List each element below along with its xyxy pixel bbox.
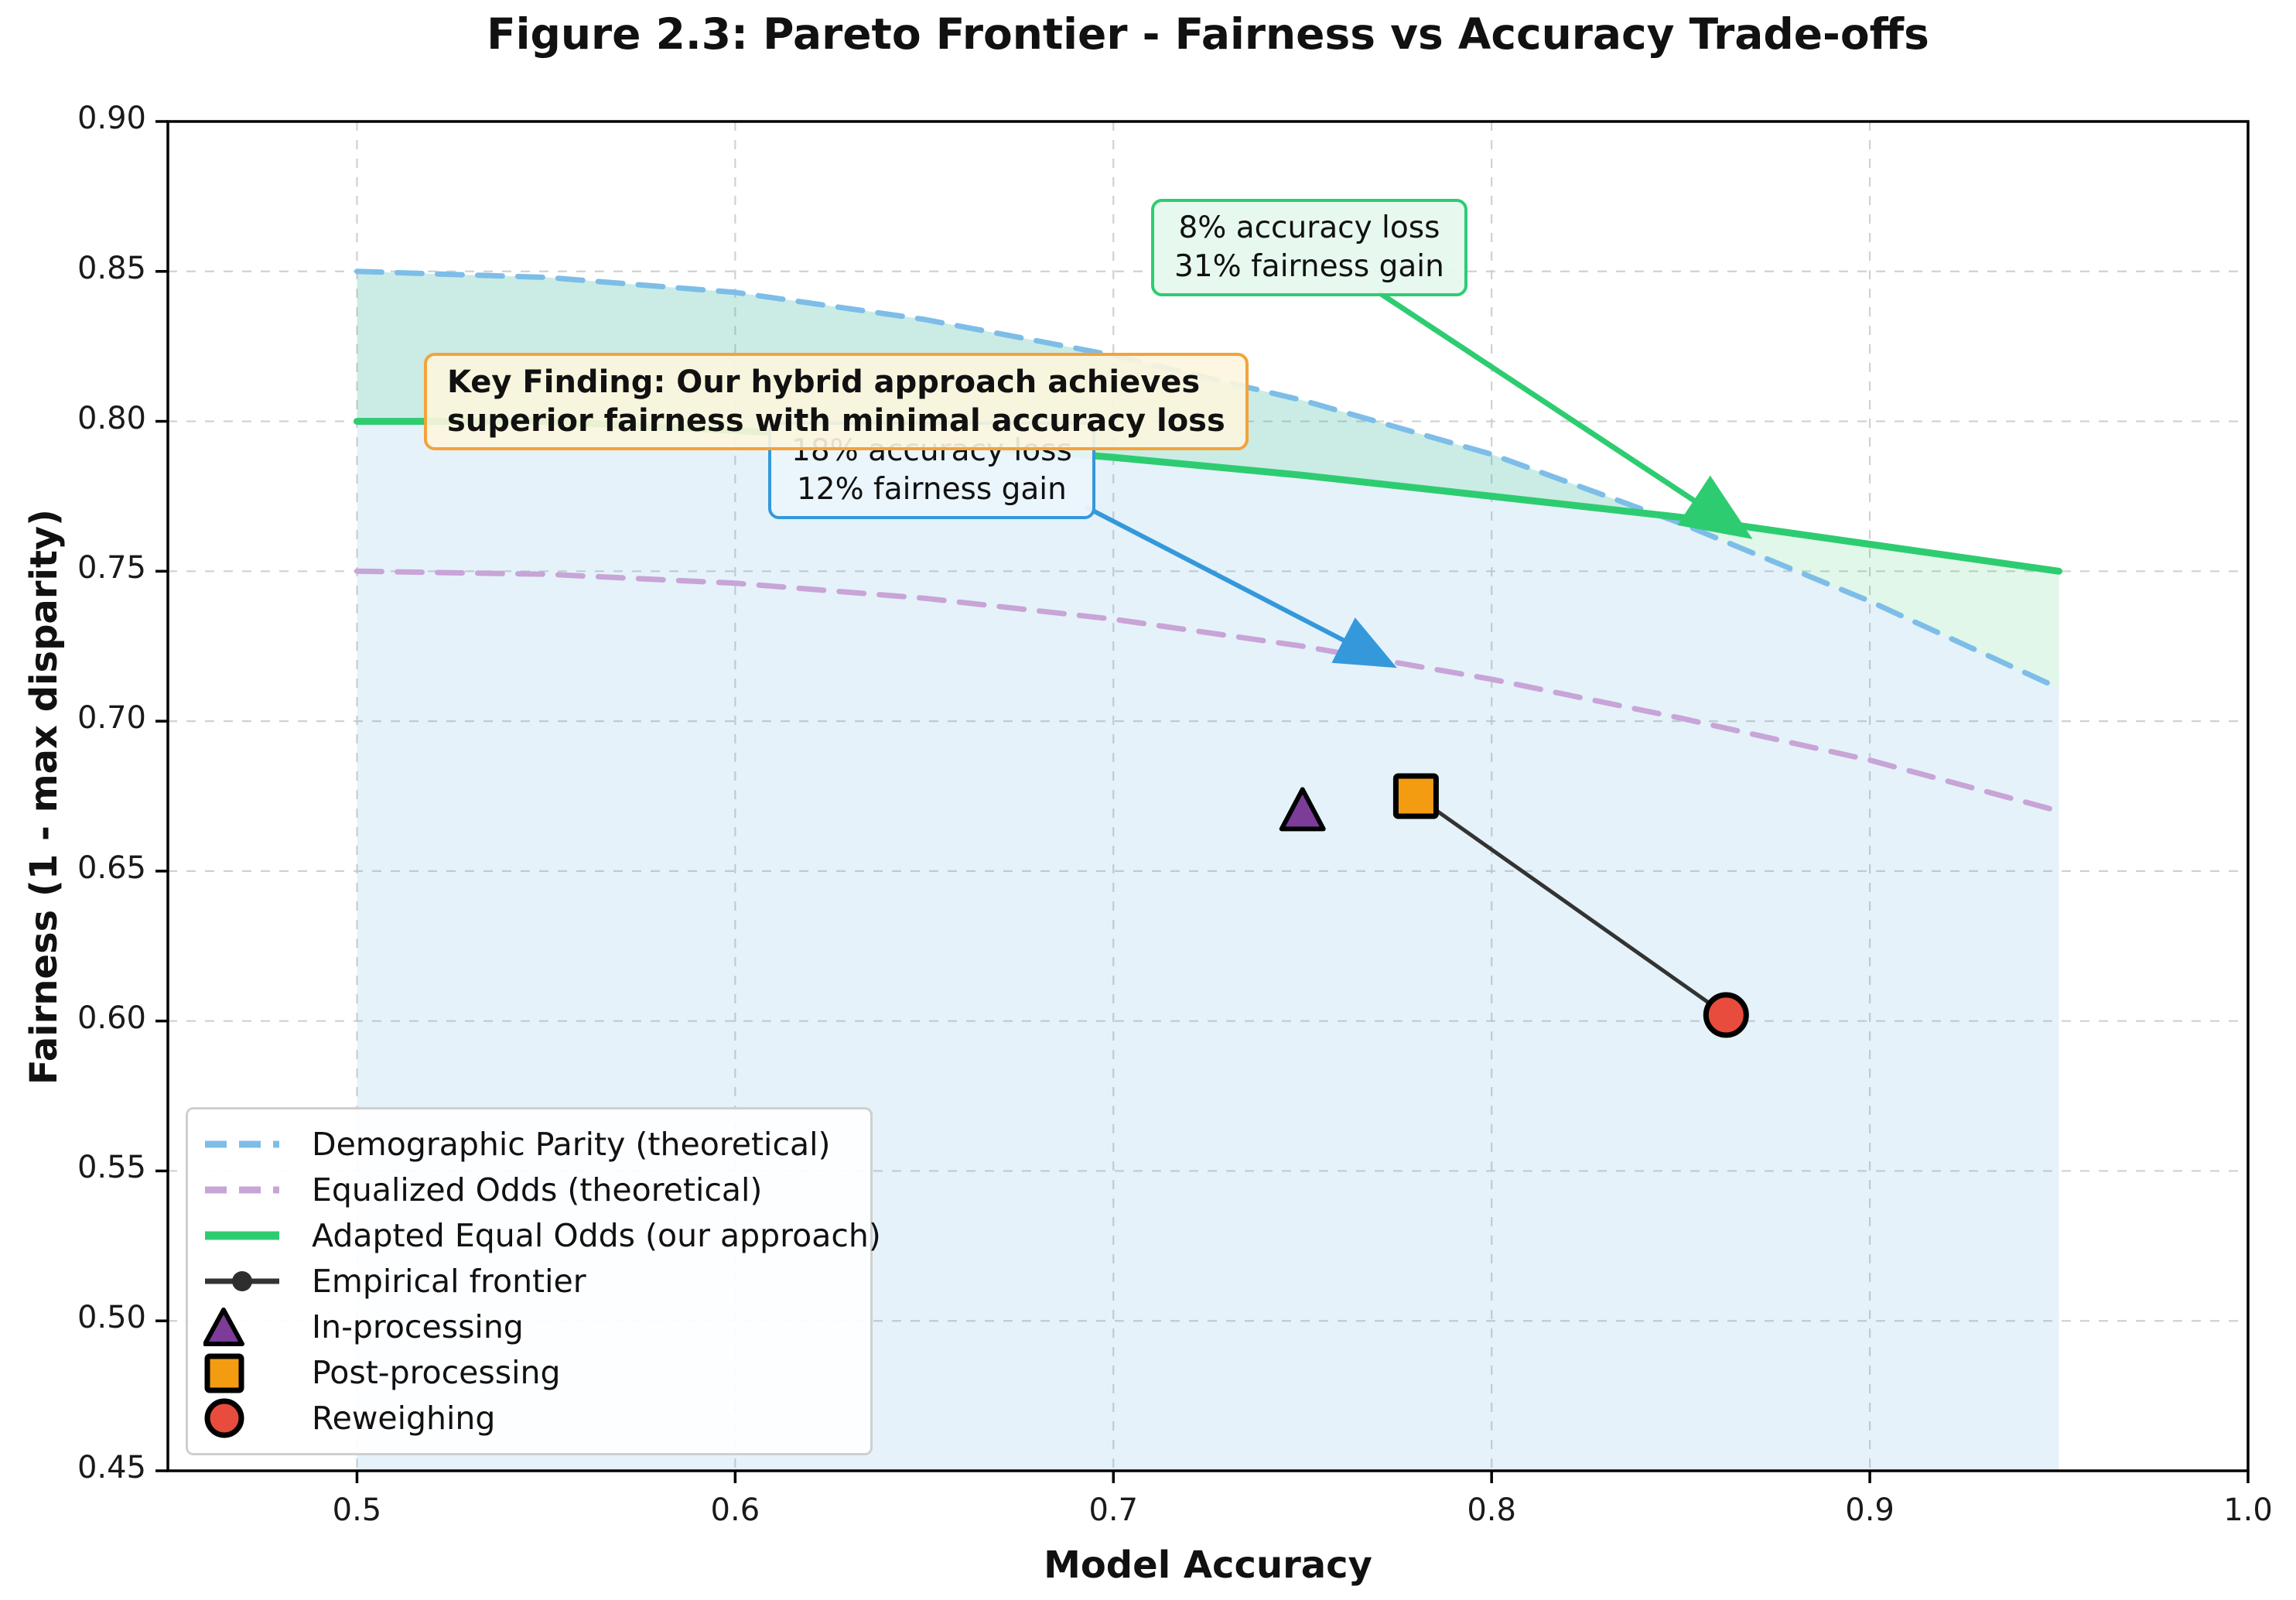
annotation-line: 8% accuracy loss [1178, 210, 1440, 245]
legend-entry-in-processing: In-processing [203, 1305, 855, 1349]
legend-entry-equalized-odds-theoretical: Equalized Odds (theoretical) [203, 1168, 855, 1212]
y-tick-label: 0.70 [77, 700, 146, 737]
y-tick-label: 0.60 [77, 1000, 146, 1036]
y-tick-label: 0.90 [77, 101, 146, 136]
x-axis-label: Model Accuracy [1044, 1544, 1372, 1587]
legend-entry-post-processing: Post-processing [203, 1351, 855, 1395]
x-tick-label: 0.9 [1845, 1492, 1895, 1528]
legend-glyph [203, 1397, 289, 1440]
legend-label: Empirical frontier [312, 1262, 586, 1300]
y-tick-label: 0.50 [77, 1300, 146, 1336]
legend-glyph [203, 1262, 289, 1301]
legend-label: Post-processing [312, 1354, 561, 1392]
equalized-odds-curve [354, 568, 2062, 814]
annotation-line: superior fairness with minimal accuracy … [447, 403, 1225, 439]
legend-label: Demographic Parity (theoretical) [312, 1125, 831, 1163]
annotation-line: Key Finding: Our hybrid approach achieve… [447, 364, 1201, 400]
y-tick-label: 0.55 [77, 1150, 146, 1186]
legend-triangle-icon [203, 1308, 244, 1347]
annotation-8pct-accuracy-loss: 8% accuracy loss 31% fairness gain [1151, 199, 1467, 296]
y-tick-label: 0.75 [77, 550, 146, 586]
plot-border [166, 120, 2250, 1472]
legend-glyph [203, 1125, 289, 1164]
x-tick-label: 0.5 [332, 1492, 382, 1528]
blue-annotation-arrow [1084, 504, 1397, 668]
legend-label: Reweighing [312, 1400, 496, 1438]
legend-label: Equalized Odds (theoretical) [312, 1171, 763, 1209]
legend-label: In-processing [312, 1308, 524, 1346]
x-tick-label: 1.0 [2223, 1492, 2273, 1528]
marker-reweighing [1703, 992, 1749, 1038]
legend-dashed-line-icon [205, 1140, 279, 1147]
legend-label: Adapted Equal Odds (our approach) [312, 1216, 881, 1254]
legend-dashed-line-icon [205, 1186, 279, 1194]
annotation-line: 31% fairness gain [1174, 249, 1444, 284]
y-axis-label: Fairness (1 - max disparity) [22, 508, 66, 1085]
y-tick-label: 0.80 [77, 400, 146, 436]
green-annotation-arrow [1376, 289, 1753, 539]
legend-glyph [203, 1216, 289, 1255]
y-tick-label: 0.85 [77, 250, 146, 286]
x-tick-label: 0.8 [1467, 1492, 1516, 1528]
x-tick-label: 0.7 [1088, 1492, 1139, 1528]
legend-glyph [203, 1351, 289, 1394]
legend-glyph [203, 1171, 289, 1209]
legend-solid-line-icon [205, 1231, 279, 1240]
chart-title: Figure 2.3: Pareto Frontier - Fairness v… [487, 9, 1929, 59]
x-tick-label: 0.6 [710, 1492, 760, 1528]
marker-in-processing [1279, 787, 1326, 832]
annotation-line: 12% fairness gain [796, 472, 1067, 507]
legend-entry-empirical-frontier: Empirical frontier [203, 1259, 855, 1303]
legend: Demographic Parity (theoretical) Equalize… [186, 1107, 881, 1455]
legend-square-icon [204, 1353, 244, 1393]
legend-entry-adapted-equal-odds-our-approach: Adapted Equal Odds (our approach) [203, 1213, 881, 1257]
marker-post-processing [1392, 773, 1439, 819]
y-tick-label: 0.65 [77, 850, 146, 886]
legend-glyph [203, 1305, 289, 1349]
empirical-frontier-line [1414, 794, 1727, 1017]
y-tick-label: 0.45 [77, 1450, 146, 1485]
legend-line-marker-icon [205, 1270, 279, 1291]
legend-entry-demographic-parity-theoretical: Demographic Parity (theoretical) [203, 1122, 855, 1166]
legend-entry-reweighing: Reweighing [203, 1397, 855, 1441]
annotation-key-finding: Key Finding: Our hybrid approach achieve… [424, 353, 1249, 450]
legend-circle-icon [204, 1398, 244, 1438]
